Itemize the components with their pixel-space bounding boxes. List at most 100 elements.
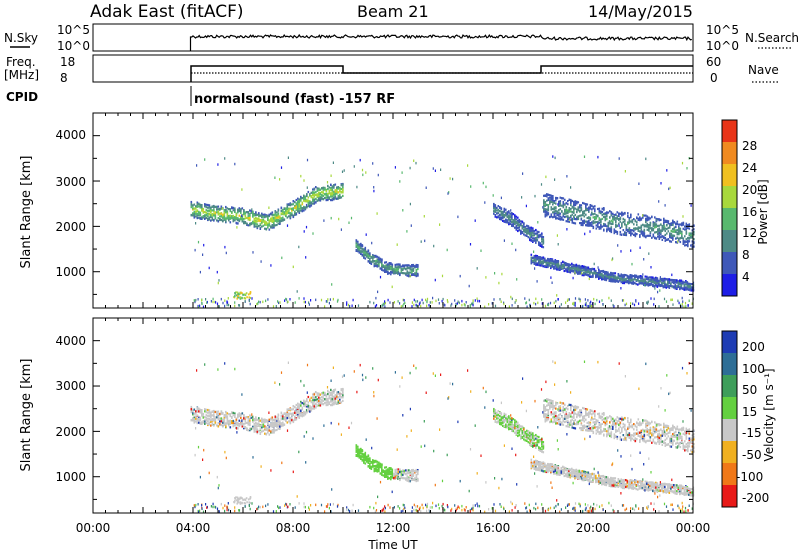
velocity-cell bbox=[298, 416, 301, 419]
power-cell bbox=[648, 216, 650, 219]
power-cell bbox=[494, 207, 497, 210]
power-cell bbox=[214, 300, 216, 304]
power-cell bbox=[253, 217, 256, 220]
power-cell bbox=[550, 258, 552, 261]
power-cell bbox=[328, 301, 330, 305]
power-cell bbox=[396, 243, 398, 246]
power-cell bbox=[511, 220, 513, 224]
power-cell bbox=[684, 235, 686, 238]
power-cell bbox=[606, 230, 608, 233]
power-cell bbox=[438, 302, 440, 305]
power-cell bbox=[262, 220, 265, 223]
power-cell bbox=[610, 219, 613, 222]
power-cell bbox=[618, 214, 620, 217]
power-cell bbox=[604, 212, 607, 215]
power-cell bbox=[308, 303, 310, 306]
power-cell bbox=[662, 277, 665, 280]
power-cell bbox=[286, 210, 289, 213]
power-cell bbox=[333, 198, 335, 201]
velocity-cell bbox=[277, 419, 280, 422]
power-cell bbox=[217, 217, 220, 220]
power-cell bbox=[543, 210, 545, 213]
power-cell bbox=[562, 200, 565, 204]
power-cell bbox=[306, 158, 309, 162]
power-cell bbox=[649, 276, 651, 279]
power-cell bbox=[597, 220, 599, 224]
power-cell bbox=[649, 234, 652, 237]
power-cell bbox=[566, 264, 569, 267]
power-cell bbox=[640, 232, 643, 235]
power-cell bbox=[604, 224, 607, 227]
power-cell bbox=[361, 244, 364, 247]
power-cell bbox=[258, 214, 260, 218]
power-cell bbox=[289, 203, 292, 206]
power-cell bbox=[643, 279, 645, 282]
power-cell bbox=[330, 174, 332, 177]
power-cell bbox=[331, 185, 334, 188]
velocity-cell bbox=[211, 414, 214, 417]
power-cell bbox=[670, 240, 673, 243]
power-cell bbox=[628, 282, 630, 285]
power-cell bbox=[243, 212, 245, 215]
power-cell bbox=[193, 207, 196, 210]
power-cell bbox=[606, 225, 608, 228]
power-cell bbox=[652, 225, 655, 228]
velocity-cell bbox=[226, 422, 229, 425]
power-cell bbox=[506, 212, 509, 215]
power-cell bbox=[409, 267, 412, 270]
power-cell bbox=[205, 214, 208, 217]
power-cell bbox=[590, 304, 593, 308]
power-cell bbox=[524, 225, 527, 229]
power-cell bbox=[633, 218, 635, 221]
power-cell bbox=[477, 299, 479, 303]
power-cell bbox=[373, 260, 376, 263]
power-cell bbox=[518, 226, 521, 229]
power-cell bbox=[565, 269, 567, 272]
power-cell bbox=[664, 236, 667, 240]
power-cell bbox=[548, 262, 551, 265]
velocity-cell bbox=[291, 419, 293, 422]
power-cell bbox=[631, 282, 633, 285]
power-cell bbox=[333, 186, 335, 189]
power-cell bbox=[241, 218, 244, 221]
velocity-cell bbox=[255, 426, 257, 429]
velocity-cell bbox=[303, 404, 305, 407]
power-cell bbox=[687, 245, 689, 248]
power-cell bbox=[196, 214, 199, 217]
velocity-cell bbox=[240, 420, 242, 423]
velocity-cell bbox=[294, 416, 296, 419]
power-cell bbox=[217, 281, 219, 285]
power-cell bbox=[583, 265, 585, 268]
power-cell bbox=[541, 262, 543, 265]
velocity-cell bbox=[226, 412, 229, 415]
power-cell bbox=[199, 217, 202, 220]
power-cell bbox=[469, 243, 472, 246]
power-cell bbox=[599, 276, 602, 279]
power-cell bbox=[340, 187, 343, 191]
power-cell bbox=[647, 276, 650, 279]
power-cell bbox=[391, 267, 394, 270]
power-cell bbox=[628, 221, 631, 224]
velocity-cell bbox=[303, 401, 305, 404]
velocity-cell bbox=[249, 414, 251, 417]
power-cell bbox=[691, 235, 694, 238]
power-cell bbox=[268, 214, 271, 218]
power-cell bbox=[685, 224, 688, 227]
power-cell bbox=[672, 234, 674, 238]
velocity-cell bbox=[231, 422, 233, 425]
power-cell bbox=[670, 232, 673, 236]
power-cell bbox=[351, 304, 353, 307]
power-cell bbox=[549, 194, 551, 197]
power-cell bbox=[572, 276, 574, 280]
power-cell bbox=[193, 216, 196, 219]
power-cell bbox=[567, 209, 569, 212]
velocity-cell bbox=[214, 421, 217, 424]
power-cell bbox=[222, 213, 224, 216]
power-cell bbox=[565, 301, 567, 304]
velocity-cell bbox=[294, 410, 296, 413]
velocity-cell bbox=[292, 413, 295, 417]
power-cell bbox=[285, 214, 287, 218]
power-cell bbox=[325, 300, 327, 303]
power-cell bbox=[588, 220, 590, 223]
power-cell bbox=[331, 193, 334, 196]
